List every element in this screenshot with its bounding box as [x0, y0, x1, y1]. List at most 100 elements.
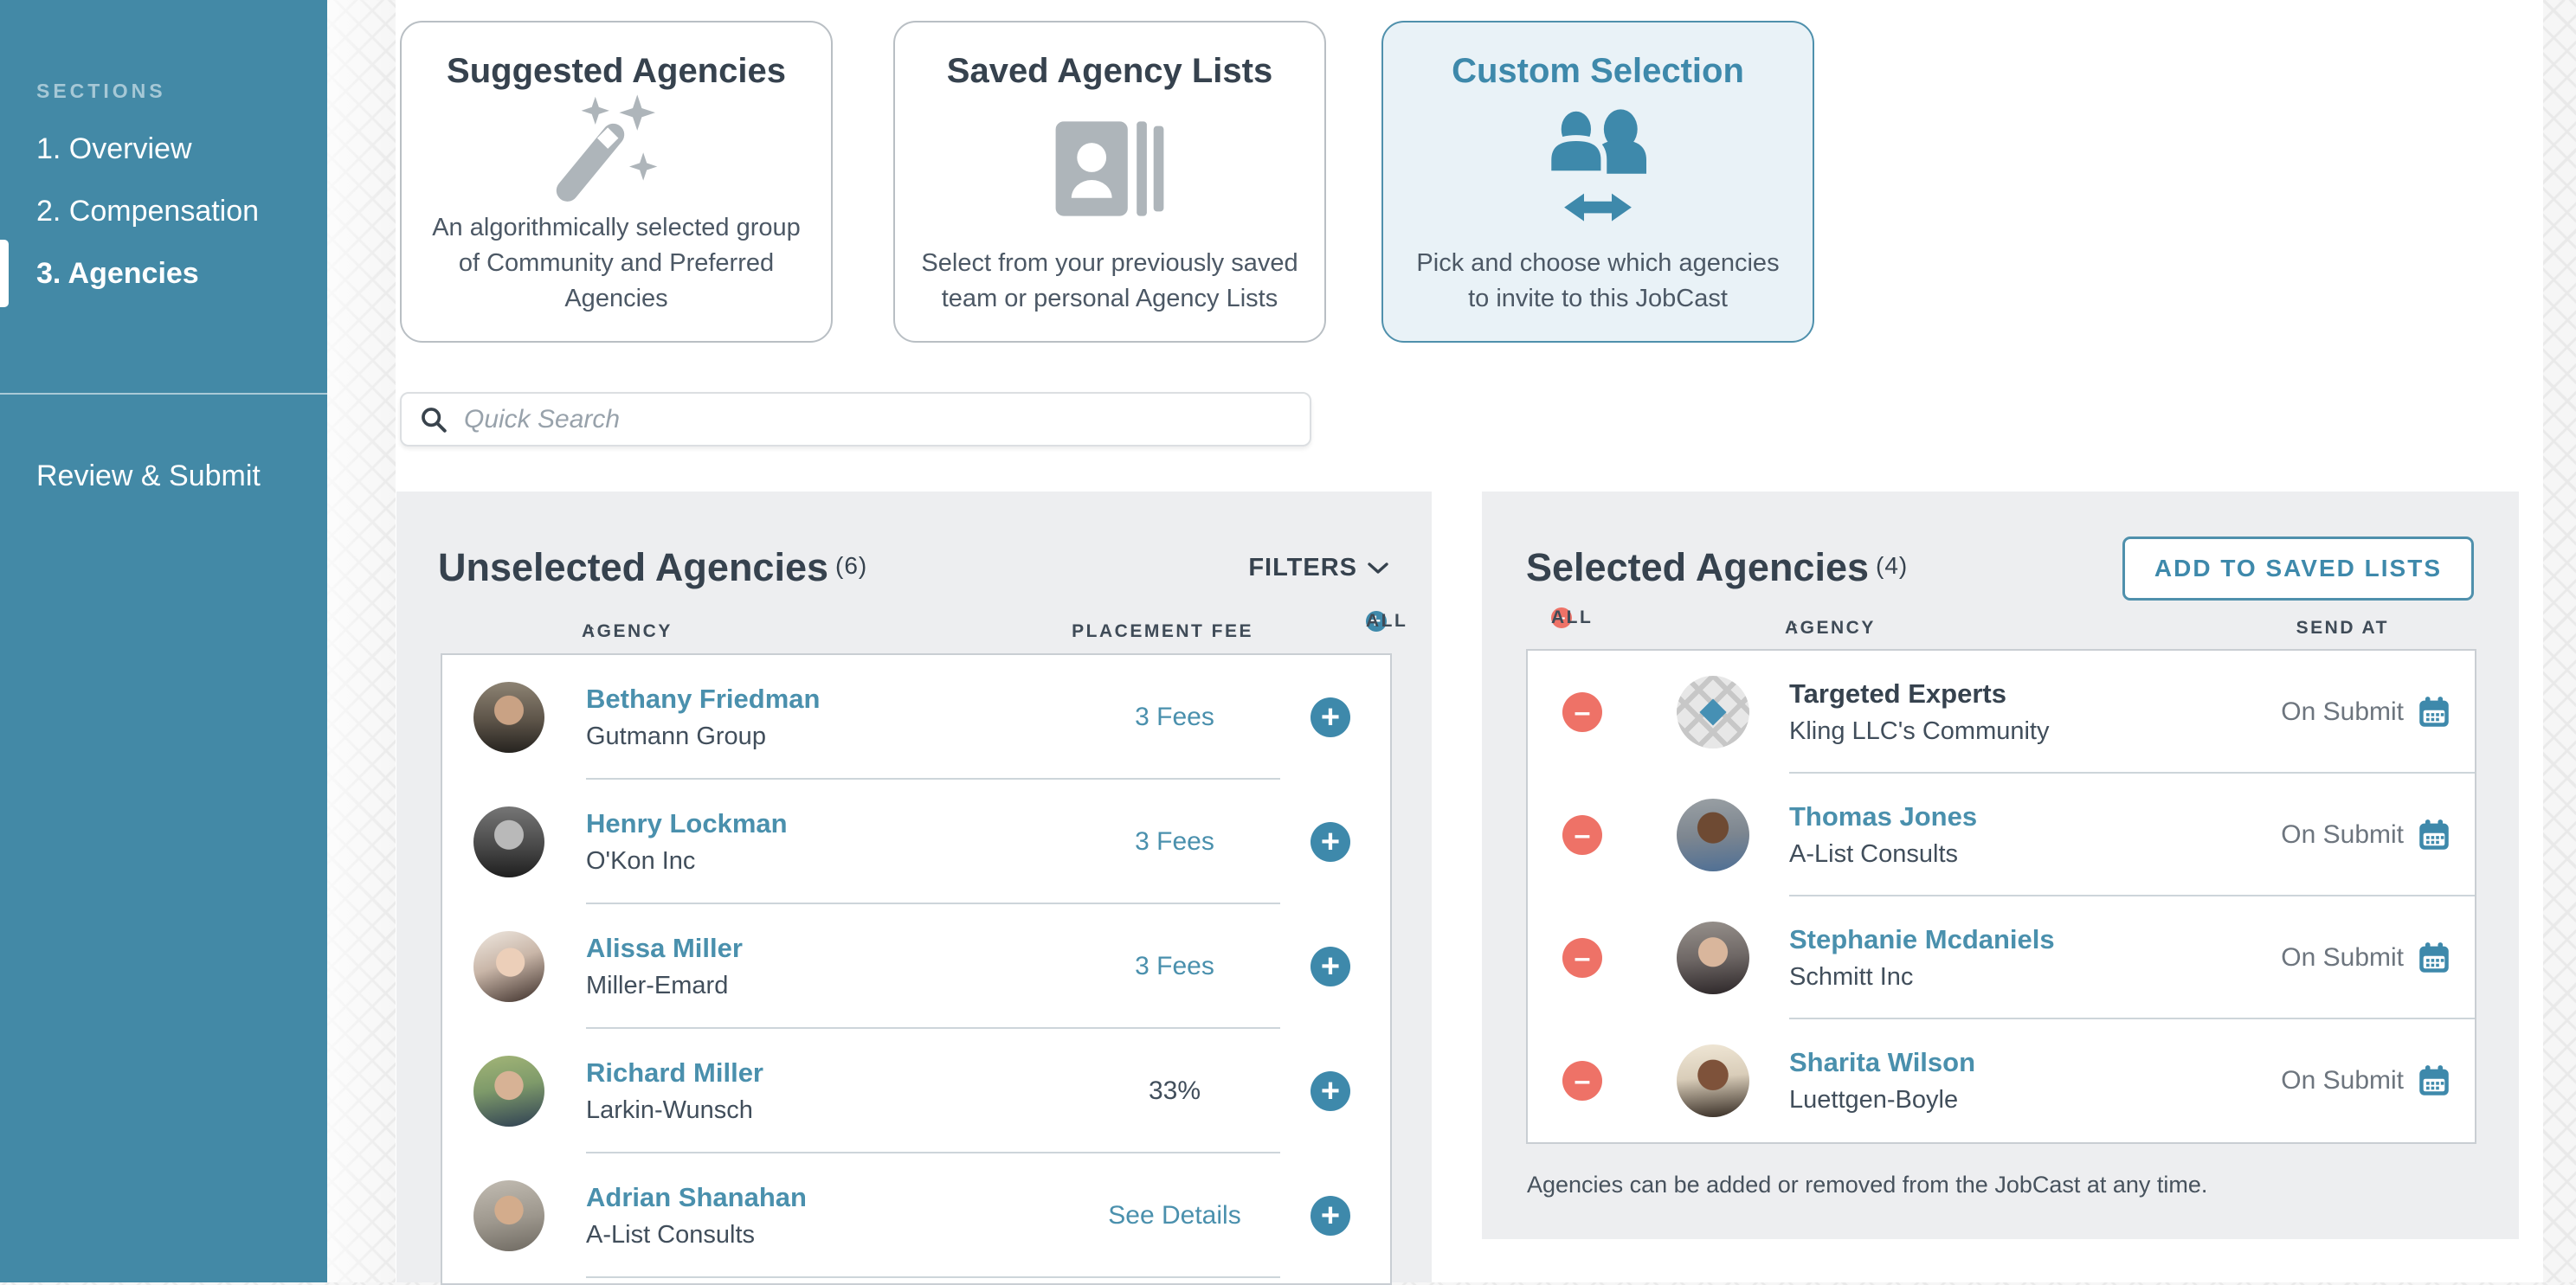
agency-info: Targeted Experts Kling LLC's Community	[1789, 651, 2049, 774]
remove-agency-button[interactable]	[1562, 692, 1602, 732]
calendar-icon	[2419, 942, 2449, 973]
agency-name-link[interactable]: Adrian Shanahan	[586, 1182, 807, 1212]
agency-info: Richard Miller Larkin-Wunsch	[586, 1029, 763, 1153]
add-agency-button[interactable]	[1311, 697, 1350, 737]
panel-title: Selected Agencies (4)	[1526, 545, 1908, 590]
plus-all-icon[interactable]	[1366, 611, 1387, 632]
sidebar-item-review-submit[interactable]: Review & Submit	[36, 459, 261, 492]
search-icon	[422, 407, 447, 433]
avatar	[473, 1180, 544, 1251]
panel-count: (4)	[1876, 552, 1909, 579]
avatar	[1677, 1044, 1749, 1117]
sort-asc-icon: ↑	[587, 621, 598, 641]
remove-agency-button[interactable]	[1562, 938, 1602, 978]
agency-name-link[interactable]: Stephanie Mcdaniels	[1789, 924, 2055, 954]
table-row: Targeted Experts Kling LLC's Community O…	[1528, 651, 2475, 774]
avatar	[473, 806, 544, 877]
agency-company: O'Kon Inc	[586, 847, 696, 875]
table-row: Adrian Shanahan A-List Consults See Deta…	[442, 1153, 1390, 1278]
minus-all-icon[interactable]	[1551, 607, 1572, 628]
selected-column-headers: ALL AGENCY↑ SEND AT	[1482, 607, 2519, 644]
add-agency-button[interactable]	[1311, 1071, 1350, 1111]
magic-wand-icon	[551, 91, 681, 210]
agency-name-link[interactable]: Alissa Miller	[586, 933, 743, 963]
placement-fee[interactable]: 3 Fees	[1135, 827, 1214, 856]
send-at-value: On Submit	[2281, 820, 2404, 849]
send-at-cell: On Submit	[2281, 651, 2450, 774]
agency-name-link[interactable]: Richard Miller	[586, 1057, 763, 1088]
agency-info: Stephanie Mcdaniels Schmitt Inc	[1789, 896, 2055, 1019]
community-diamond-icon	[1699, 698, 1727, 726]
remove-agency-button[interactable]	[1562, 1061, 1602, 1101]
selection-card-custom[interactable]: Custom Selection Pick and choose which a…	[1381, 21, 1814, 343]
placement-fee[interactable]: See Details	[1108, 1201, 1241, 1230]
agency-name-link[interactable]: Targeted Experts	[1789, 678, 2006, 709]
chevron-down-icon	[1368, 562, 1388, 574]
agency-info: Bethany Friedman Gutmann Group	[586, 655, 820, 780]
table-row: Sharita Wilson Luettgen-Boyle On Submit	[1528, 1019, 2475, 1142]
search-input[interactable]	[462, 403, 1292, 435]
schedule-send-button[interactable]	[2418, 696, 2450, 729]
agency-name-link[interactable]: Sharita Wilson	[1789, 1047, 1976, 1077]
schedule-send-button[interactable]	[2418, 819, 2450, 851]
placement-fee[interactable]: 3 Fees	[1135, 703, 1214, 731]
send-at-cell: On Submit	[2281, 774, 2450, 896]
agency-company: A-List Consults	[586, 1221, 756, 1249]
all-label: ALL	[1551, 607, 1594, 627]
send-at-value: On Submit	[2281, 697, 2404, 726]
sections-sidebar: SECTIONS 1. Overview 2. Compensation 3. …	[0, 0, 327, 1282]
panel-title-text: Unselected Agencies	[438, 545, 829, 589]
add-agency-button[interactable]	[1311, 947, 1350, 986]
main-content: Suggested Agencies An algorithmically se…	[396, 0, 2543, 1285]
placement-fee[interactable]: 3 Fees	[1135, 952, 1214, 980]
quick-search-bar	[400, 392, 1311, 447]
schedule-send-button[interactable]	[2418, 1064, 2450, 1097]
unselected-column-headers: AGENCY↑ PLACEMENT FEE ALL	[396, 611, 1432, 647]
calendar-icon	[2419, 819, 2449, 850]
selection-card-saved-lists[interactable]: Saved Agency Lists Select from your prev…	[893, 21, 1326, 343]
table-row: Bethany Friedman Gutmann Group 3 Fees	[442, 655, 1390, 780]
agency-name-link[interactable]: Bethany Friedman	[586, 684, 821, 714]
send-at-cell: On Submit	[2281, 896, 2450, 1019]
remove-agency-button[interactable]	[1562, 815, 1602, 855]
contact-card-icon	[1053, 91, 1166, 246]
card-description: Select from your previously saved team o…	[921, 249, 1298, 312]
agency-company: Miller-Emard	[586, 972, 729, 999]
filters-dropdown[interactable]: FILTERS	[1248, 554, 1388, 582]
avatar	[473, 931, 544, 1002]
table-row: Henry Lockman O'Kon Inc 3 Fees	[442, 780, 1390, 904]
agency-info: Alissa Miller Miller-Emard	[586, 904, 743, 1029]
agency-company: Luettgen-Boyle	[1789, 1086, 1959, 1114]
schedule-send-button[interactable]	[2418, 941, 2450, 974]
panel-footnote: Agencies can be added or removed from th…	[1527, 1172, 2208, 1198]
agency-company: Larkin-Wunsch	[586, 1096, 753, 1124]
selected-agencies-panel: Selected Agencies (4) ADD TO SAVED LISTS …	[1482, 492, 2519, 1239]
selection-card-suggested[interactable]: Suggested Agencies An algorithmically se…	[400, 21, 833, 343]
panel-title-text: Selected Agencies	[1526, 545, 1870, 589]
placement-fee[interactable]: 33%	[1148, 1076, 1201, 1105]
agency-company: A-List Consults	[1789, 840, 1959, 868]
agency-info: Adrian Shanahan A-List Consults	[586, 1153, 807, 1278]
sidebar-section-item[interactable]: 2. Compensation	[36, 195, 260, 228]
sidebar-section-item[interactable]: 3. Agencies	[0, 240, 327, 307]
card-title: Saved Agency Lists	[946, 52, 1273, 90]
add-agency-button[interactable]	[1311, 822, 1350, 862]
sidebar-section-item[interactable]: 1. Overview	[36, 132, 192, 165]
calendar-icon	[2419, 1065, 2449, 1095]
agency-name-link[interactable]: Henry Lockman	[586, 808, 788, 838]
add-agency-button[interactable]	[1311, 1196, 1350, 1236]
add-to-saved-lists-button[interactable]: ADD TO SAVED LISTS	[2122, 536, 2474, 601]
send-at-value: On Submit	[2281, 943, 2404, 972]
agency-name-link[interactable]: Thomas Jones	[1789, 801, 1978, 832]
sidebar-pattern-fade	[327, 0, 396, 1282]
avatar	[473, 682, 544, 753]
card-description: Pick and choose which agencies to invite…	[1416, 249, 1780, 312]
card-description: An algorithmically selected group of Com…	[432, 214, 801, 312]
table-row: Richard Miller Larkin-Wunsch 33%	[442, 1029, 1390, 1153]
selected-agencies-table: Targeted Experts Kling LLC's Community O…	[1526, 649, 2476, 1144]
table-row: Alissa Miller Miller-Emard 3 Fees	[442, 904, 1390, 1029]
panel-count: (6)	[835, 552, 868, 579]
unselected-agencies-panel: Unselected Agencies (6) FILTERS AGENCY ↑ P…	[396, 492, 1432, 1285]
agency-company: Gutmann Group	[586, 723, 766, 750]
agency-info: Sharita Wilson Luettgen-Boyle	[1789, 1019, 1975, 1142]
